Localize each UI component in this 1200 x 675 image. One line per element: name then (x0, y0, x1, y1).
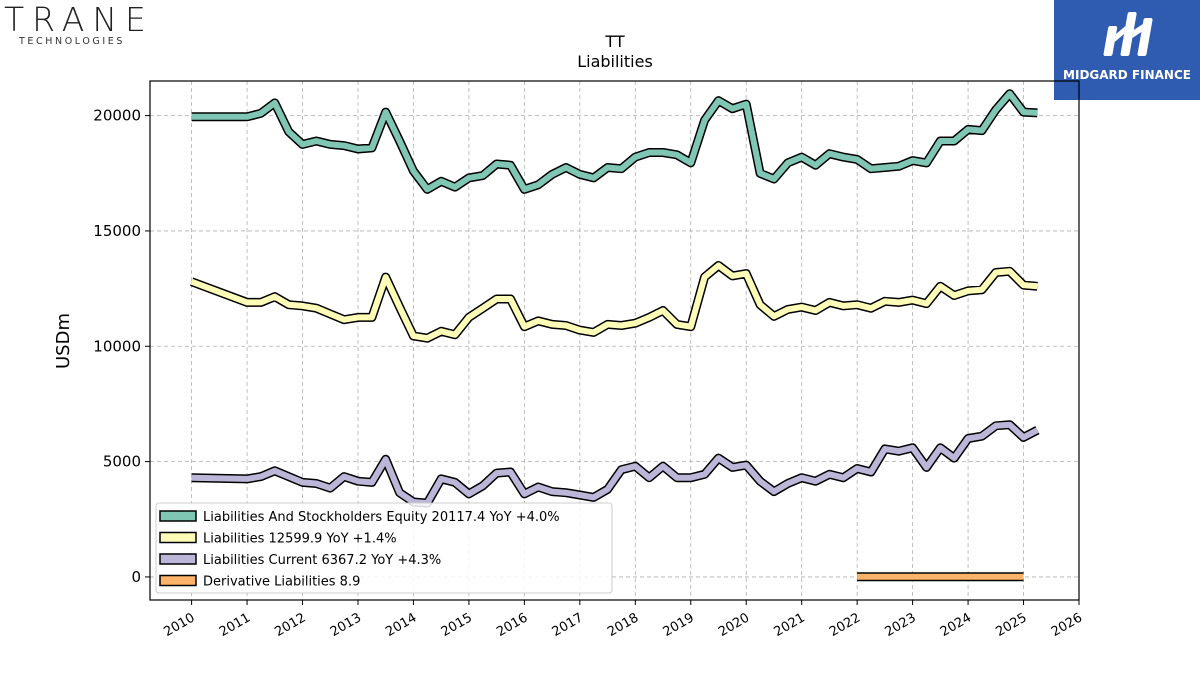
midgard-finance-logo: MIDGARD FINANCE (1054, 0, 1200, 100)
legend-entry-label: Liabilities 12599.9 YoY +1.4% (203, 532, 397, 547)
chart-title: TT (604, 32, 624, 51)
x-tick-label: 2026 (1049, 610, 1085, 640)
y-tick-label: 10000 (93, 337, 141, 355)
grid (150, 81, 1080, 600)
legend-swatch (159, 510, 197, 522)
y-axis-ticks: 0 5000 10000 15000 20000 (93, 107, 150, 586)
legend-swatch (159, 531, 197, 544)
x-tick-label: 2021 (772, 610, 808, 640)
logo-subtitle: TECHNOLOGIES (19, 36, 125, 47)
series-line (190, 262, 1038, 342)
trane-technologies-logo: TRANE TECHNOLOGIES (0, 0, 170, 52)
x-tick-label: 2017 (550, 610, 586, 640)
y-tick-label: 15000 (93, 222, 141, 240)
y-tick-label: 20000 (93, 107, 141, 125)
x-axis-ticks: 2010 2011 2012 2013 2014 2015 2016 2017 2018 2019… (161, 600, 1085, 640)
x-tick-label: 2010 (161, 610, 197, 640)
x-tick-label: 2015 (439, 610, 475, 640)
x-tick-label: 2025 (993, 610, 1029, 640)
legend: Liabilities And Stockholders Equity 2011… (155, 502, 613, 594)
x-tick-label: 2016 (494, 610, 530, 640)
x-tick-label: 2023 (882, 610, 918, 640)
legend-swatch (159, 574, 197, 587)
x-tick-label: 2014 (383, 610, 419, 640)
y-tick-label: 5000 (103, 453, 141, 471)
x-tick-label: 2020 (716, 610, 752, 640)
series-0 (191, 89, 1038, 194)
y-axis-label: USDm (53, 313, 74, 369)
series-lines (190, 89, 1040, 582)
x-tick-label: 2013 (328, 610, 364, 640)
series-1 (190, 261, 1038, 343)
x-tick-label: 2024 (938, 610, 974, 640)
midgard-emblem-icon (1103, 12, 1153, 56)
y-tick-label: 0 (131, 568, 141, 586)
x-tick-label: 2019 (661, 610, 697, 640)
x-tick-label: 2011 (217, 610, 253, 640)
legend-box (155, 502, 613, 594)
chart-subtitle: Liabilities (577, 52, 653, 71)
series-line (191, 90, 1038, 193)
x-tick-label: 2018 (605, 610, 641, 640)
plot-frame (149, 80, 1080, 601)
x-tick-label: 2022 (827, 610, 863, 640)
series-line (191, 421, 1039, 507)
series-line-outline (191, 420, 1040, 508)
x-tick-label: 2012 (272, 610, 308, 640)
series-2 (191, 420, 1040, 508)
legend-swatch (159, 553, 197, 565)
legend-entry-label: Liabilities Current 6367.2 YoY +4.3% (203, 553, 441, 568)
logo-wordmark: TRANE (4, 0, 154, 39)
legend-entry-label: Liabilities And Stockholders Equity 2011… (203, 510, 560, 525)
legend-entry-label: Derivative Liabilities 8.9 (203, 575, 360, 590)
brand-name: MIDGARD FINANCE (1063, 68, 1191, 82)
